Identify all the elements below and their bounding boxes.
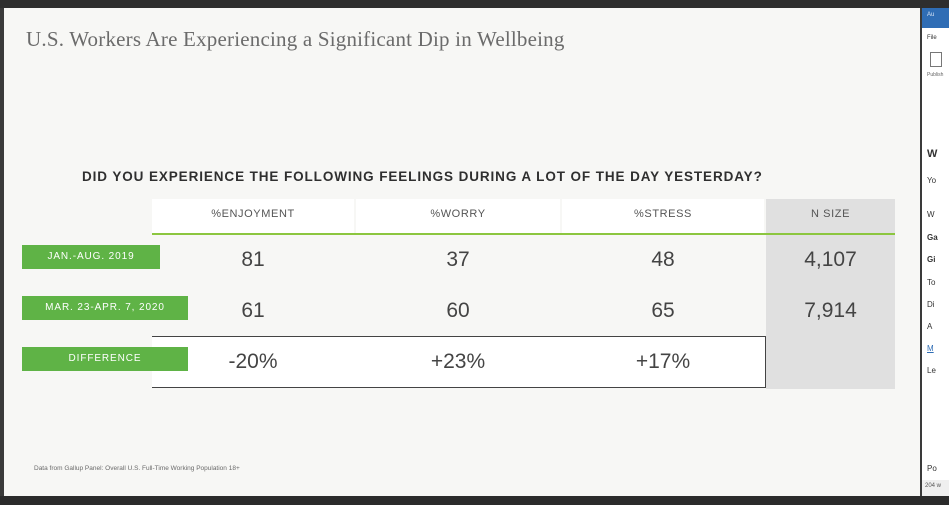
cell-2020-stress: 65 <box>651 299 675 322</box>
panel-item-9: Le <box>927 366 936 375</box>
document-icon <box>930 52 942 67</box>
word-side-panel: Au File Publish W Yo W Ga Gi To Di A M L… <box>922 8 949 496</box>
panel-tab[interactable]: Au <box>927 12 935 18</box>
cell-difference-stress: +17% <box>635 350 691 373</box>
header-worry: %WORRY <box>356 199 560 235</box>
cell-difference-enjoyment: -20% <box>228 350 278 373</box>
panel-item-3: Ga <box>927 233 938 242</box>
cell-2020-worry: 60 <box>446 299 470 322</box>
publish-button[interactable]: Publish <box>927 72 944 78</box>
cell-2020-enjoyment: 61 <box>241 299 265 322</box>
row-label-2020: MAR. 23-APR. 7, 2020 <box>22 296 188 320</box>
panel-title-bar: Au <box>922 8 949 28</box>
cell-2019-worry: 37 <box>446 248 470 271</box>
status-bar: 204 w <box>922 480 949 496</box>
panel-item-5: To <box>927 278 936 287</box>
survey-question: DID YOU EXPERIENCE THE FOLLOWING FEELING… <box>82 169 763 184</box>
panel-item-7: A <box>927 322 933 331</box>
slide-title: U.S. Workers Are Experiencing a Signific… <box>26 27 565 51</box>
header-enjoyment: %ENJOYMENT <box>152 199 354 235</box>
header-rule <box>152 233 895 235</box>
file-menu[interactable]: File <box>927 35 937 41</box>
cell-difference-worry: +23% <box>430 350 486 373</box>
bottom-bezel <box>0 496 949 505</box>
header-nsize: N SIZE <box>810 208 851 220</box>
row-label-difference: DIFFERENCE <box>22 347 188 371</box>
cell-2019-nsize: 4,107 <box>804 248 857 271</box>
cell-2020-nsize: 7,914 <box>804 299 857 322</box>
panel-item-4: Gi <box>927 255 936 264</box>
cell-2019-enjoyment: 81 <box>241 248 265 271</box>
top-bezel <box>0 0 949 8</box>
panel-item-2: W <box>927 210 935 219</box>
source-footnote: Data from Gallup Panel: Overall U.S. Ful… <box>34 465 240 472</box>
panel-link[interactable]: M <box>927 344 934 353</box>
panel-item-10: Po <box>927 464 937 473</box>
header-stress: %STRESS <box>562 199 764 235</box>
panel-item-0: W <box>927 148 938 160</box>
difference-row-box <box>152 336 766 388</box>
panel-item-1: Yo <box>927 176 937 185</box>
word-count: 204 w <box>925 483 942 489</box>
row-label-2019: JAN.-AUG. 2019 <box>22 245 160 269</box>
panel-item-6: Di <box>927 300 935 309</box>
nsize-column-background <box>766 199 895 389</box>
cell-2019-stress: 48 <box>651 248 675 271</box>
